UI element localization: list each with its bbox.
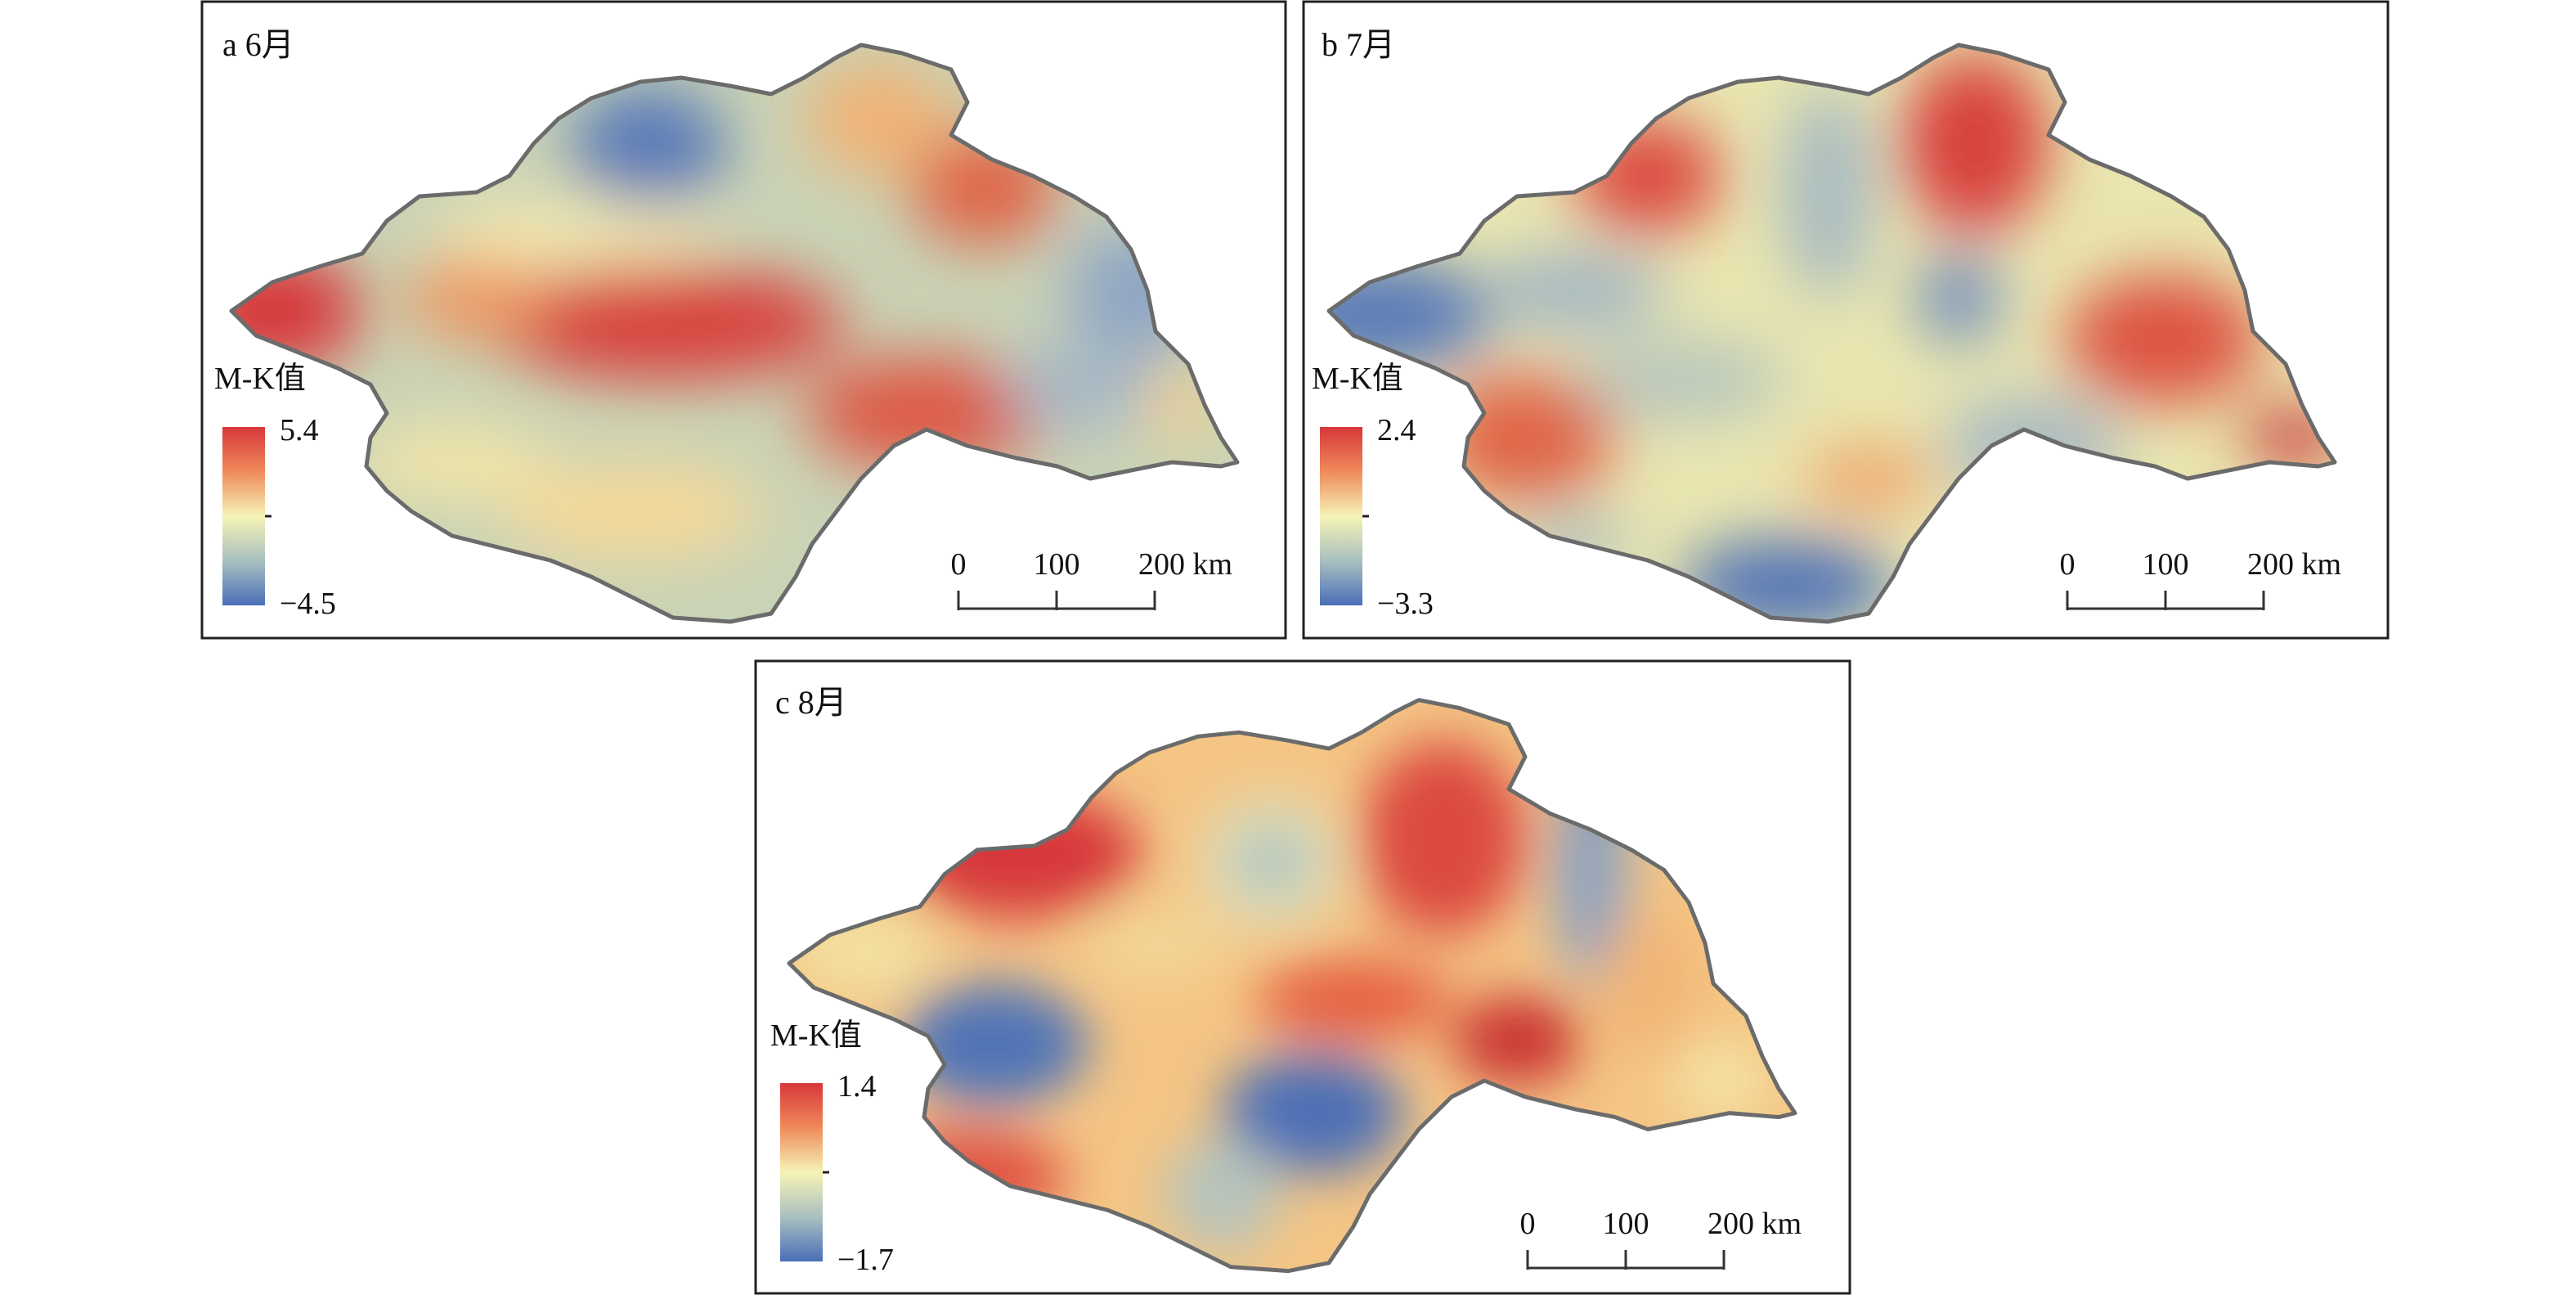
panel-title: a 6月 bbox=[222, 26, 294, 63]
scale-label: 200 km bbox=[2247, 547, 2341, 582]
scale-label: 100 bbox=[2143, 547, 2189, 582]
heat-blob bbox=[804, 61, 951, 176]
scale-label: 0 bbox=[1520, 1207, 1536, 1241]
legend-min: −1.7 bbox=[837, 1243, 894, 1277]
heat-blob bbox=[804, 356, 1049, 470]
heat-blob bbox=[428, 200, 722, 266]
legend-max: 5.4 bbox=[280, 413, 319, 447]
heat-blob bbox=[1000, 348, 1164, 429]
legend-max: 1.4 bbox=[837, 1069, 877, 1104]
legend-title: M-K值 bbox=[1312, 362, 1403, 396]
scale-label: 0 bbox=[2060, 547, 2076, 582]
heat-blob bbox=[1783, 86, 1873, 299]
heat-blob bbox=[1231, 825, 1313, 899]
heat-blob bbox=[501, 462, 763, 560]
heat-blob bbox=[1803, 446, 1934, 511]
scale-label: 200 km bbox=[1708, 1207, 1802, 1241]
legend-min: −4.5 bbox=[280, 587, 336, 621]
heat-blob bbox=[1223, 1052, 1402, 1174]
heat-blob bbox=[900, 983, 1088, 1105]
scale-bar: 0 100 200 km bbox=[2060, 547, 2341, 610]
panel-a: a 6月 bbox=[200, 0, 1287, 640]
legend-colorbar bbox=[780, 1083, 823, 1261]
heat-blob bbox=[354, 425, 550, 499]
heat-blob bbox=[1599, 911, 1697, 1057]
heat-blob bbox=[571, 86, 726, 209]
heat-blob bbox=[1362, 740, 1525, 935]
scale-label: 200 km bbox=[1138, 547, 1232, 582]
scale-label: 100 bbox=[1603, 1207, 1649, 1241]
heat-blob bbox=[1901, 53, 2049, 233]
heat-blob bbox=[1574, 339, 1787, 421]
panel-title: b 7月 bbox=[1322, 26, 1395, 63]
heat-blob bbox=[403, 258, 550, 339]
heat-blob bbox=[1329, 258, 1492, 372]
heat-blob bbox=[1484, 254, 1664, 327]
heat-blob bbox=[1255, 959, 1452, 1041]
legend-max: 2.4 bbox=[1377, 413, 1416, 447]
panel-b: b 7月 bbox=[1302, 0, 2390, 640]
scale-label: 0 bbox=[951, 547, 967, 582]
legend-colorbar bbox=[1320, 427, 1362, 605]
legend: M-K值 2.4 −3.3 bbox=[1312, 362, 1434, 621]
legend: M-K值 1.4 −1.7 bbox=[770, 1018, 894, 1277]
legend-title: M-K值 bbox=[770, 1018, 862, 1053]
heat-blob bbox=[1452, 996, 1582, 1085]
legend-min: −3.3 bbox=[1377, 587, 1434, 621]
panel-title: c 8月 bbox=[775, 684, 847, 721]
heat-blob bbox=[485, 266, 845, 380]
heat-blob bbox=[1672, 1040, 1770, 1122]
heat-blob bbox=[2065, 274, 2261, 405]
scale-label: 100 bbox=[1034, 547, 1080, 582]
legend-title: M-K值 bbox=[214, 362, 306, 396]
panel-c: c 8月 bbox=[754, 659, 1851, 1295]
legend-colorbar bbox=[222, 427, 265, 605]
scale-bar: 0 100 200 km bbox=[1520, 1207, 1802, 1270]
heat-blob bbox=[1084, 906, 1231, 980]
legend: M-K值 5.4 −4.5 bbox=[214, 362, 336, 621]
heat-blob bbox=[1165, 1137, 1280, 1251]
scale-bar: 0 100 200 km bbox=[951, 547, 1232, 610]
heat-blob bbox=[231, 250, 362, 372]
heat-blob bbox=[1918, 254, 1999, 344]
